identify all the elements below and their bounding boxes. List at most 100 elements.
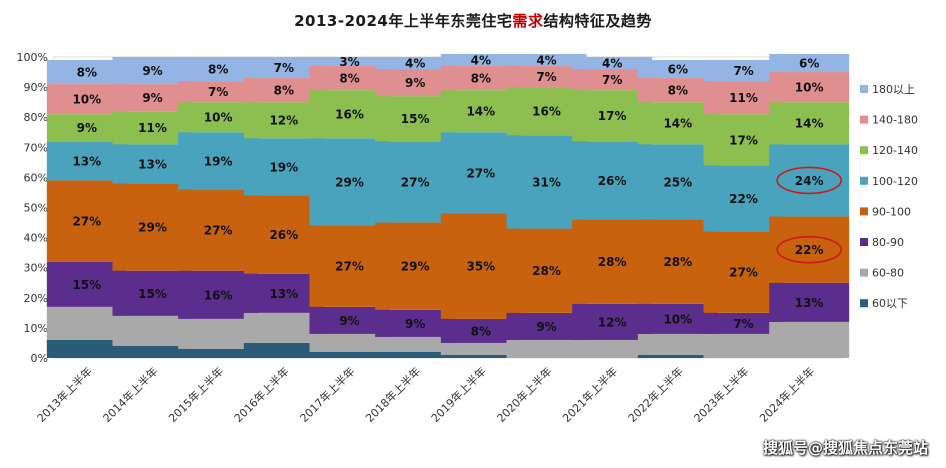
data-label: 16% [204,288,233,302]
bar-segment [572,339,653,358]
data-label: 15% [72,278,101,292]
data-label: 27% [729,266,758,280]
data-label: 26% [598,174,627,188]
data-label: 11% [138,121,167,135]
watermark: 搜狐号@搜狐焦点东莞站 [762,439,928,457]
data-label: 29% [401,260,430,274]
bar-segment [375,351,456,358]
bar-segment [769,144,850,217]
data-label: 8% [274,84,294,98]
data-label: 9% [77,121,97,135]
legend-label: 90-100 [872,205,911,218]
bar-segment [46,339,127,358]
data-label: 10% [663,312,692,326]
legend-label: 120-140 [872,144,918,157]
data-label: 22% [729,192,758,206]
data-label: 17% [729,133,758,147]
data-label: 27% [401,175,430,189]
legend-swatch [860,238,868,246]
bar-segment [375,336,456,352]
x-tick-label: 2022年上半年 [625,364,686,425]
x-tick-label: 2023年上半年 [691,364,752,425]
data-label: 28% [532,264,561,278]
legend-swatch [860,85,868,93]
data-label: 15% [401,112,430,126]
data-label: 4% [536,54,556,68]
data-label: 8% [471,324,491,338]
bar-segment [243,57,324,79]
bar-segment [769,282,850,322]
bar-segment [769,72,850,103]
data-label: 9% [405,76,425,90]
legend-swatch [860,268,868,277]
data-label: 17% [598,109,627,123]
data-label: 13% [269,287,298,301]
title-pre: 2013-2024年上半年东莞住宅 [294,12,513,30]
data-label: 11% [729,91,758,105]
data-label: 9% [142,64,162,78]
data-label: 7% [733,64,753,78]
highlight-circle [776,235,842,264]
bar-segment [769,102,850,145]
data-label: 27% [335,260,364,274]
x-tick-label: 2024年上半年 [756,364,817,425]
bar-segment [637,333,718,355]
bar-segment [375,57,456,70]
bar-segment [769,53,850,73]
data-label: 35% [466,260,495,274]
bar-segment [243,342,324,358]
x-tick-label: 2017年上半年 [297,364,358,425]
data-label: 7% [602,73,622,87]
legend-swatch [860,176,868,185]
data-label: 10% [795,81,824,95]
data-label: 9% [142,91,162,105]
legend-swatch [860,115,868,124]
bar-segment [769,321,850,358]
bar-segment [506,339,587,358]
data-label: 13% [138,157,167,171]
data-label: 12% [598,315,627,329]
data-label: 10% [204,111,233,125]
data-label: 14% [795,117,824,131]
data-label: 24% [795,174,824,188]
data-label: 29% [335,175,364,189]
bar-segment [178,348,259,358]
bar-segment [703,312,784,334]
data-label: 19% [269,160,298,174]
x-tick-label: 2019年上半年 [428,364,489,425]
data-label: 15% [138,287,167,301]
bar-segment [309,351,390,358]
highlight-circle [776,166,842,195]
y-tick-label: 50% [24,202,48,215]
data-label: 28% [598,255,627,269]
x-tick-label: 2016年上半年 [231,364,292,425]
y-tick-label: 90% [24,81,48,94]
x-tick-label: 2013年上半年 [34,364,95,425]
data-label: 27% [466,166,495,180]
legend-label: 100-120 [872,175,918,188]
data-label: 9% [405,317,425,331]
data-label: 14% [466,105,495,119]
y-tick-label: 60% [24,171,48,184]
data-label: 7% [733,317,753,331]
x-tick-label: 2020年上半年 [494,364,555,425]
data-label: 13% [795,296,824,310]
legend-label: 180以上 [872,83,915,96]
bar-segment [637,60,718,79]
data-label: 8% [668,84,688,98]
bar-segment [572,57,653,70]
data-label: 27% [72,215,101,229]
bar-segment [637,354,718,358]
y-tick-label: 70% [24,141,48,154]
data-label: 19% [204,154,233,168]
data-label: 16% [335,108,364,122]
data-label: 13% [72,154,101,168]
bar-segment [572,69,653,91]
data-label: 25% [663,175,692,189]
bar-segment [703,60,784,82]
data-label: 22% [795,243,824,257]
bar-segment [440,53,521,67]
y-tick-label: 0% [31,352,48,365]
legend-label: 60-80 [872,267,904,280]
